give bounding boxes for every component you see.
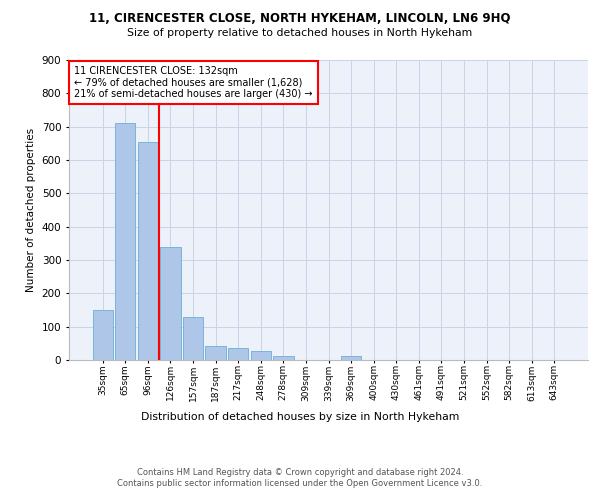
Bar (183, 316, 203, 360)
Text: Size of property relative to detached houses in North Hykeham: Size of property relative to detached ho… (127, 28, 473, 38)
Bar (273, 356, 293, 360)
Bar (160, 246, 181, 360)
Bar (115, 124, 136, 360)
Text: 11 CIRENCESTER CLOSE: 132sqm
← 79% of detached houses are smaller (1,628)
21% of: 11 CIRENCESTER CLOSE: 132sqm ← 79% of de… (74, 66, 313, 99)
Bar (228, 348, 248, 360)
Bar (341, 356, 361, 360)
Text: Distribution of detached houses by size in North Hykeham: Distribution of detached houses by size … (141, 412, 459, 422)
Text: 11, CIRENCESTER CLOSE, NORTH HYKEHAM, LINCOLN, LN6 9HQ: 11, CIRENCESTER CLOSE, NORTH HYKEHAM, LI… (89, 12, 511, 26)
Bar (138, 142, 158, 360)
Text: Contains HM Land Registry data © Crown copyright and database right 2024.
Contai: Contains HM Land Registry data © Crown c… (118, 468, 482, 487)
Bar (251, 351, 271, 360)
Y-axis label: Number of detached properties: Number of detached properties (26, 128, 36, 292)
Bar (92, 310, 113, 360)
Bar (205, 346, 226, 360)
